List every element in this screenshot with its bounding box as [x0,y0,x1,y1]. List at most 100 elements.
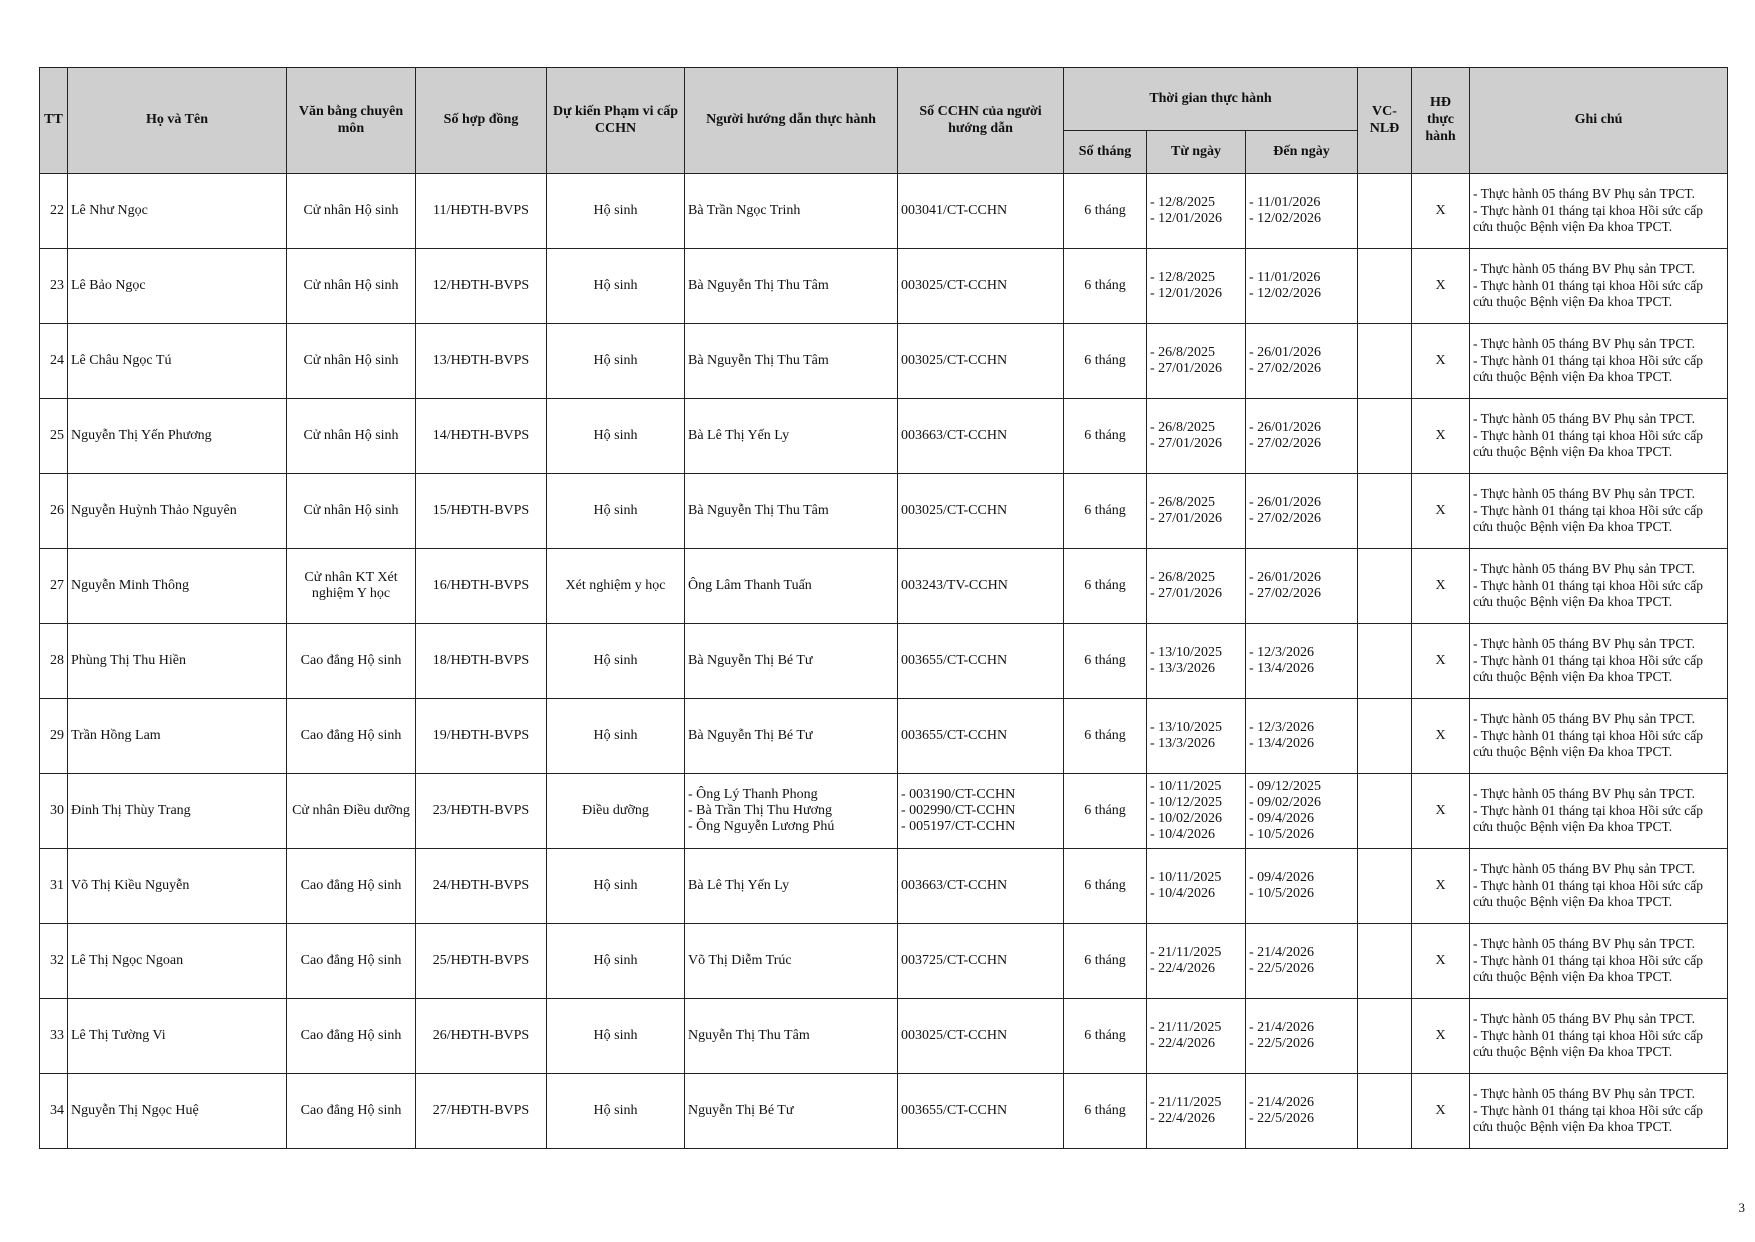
note-cell: - Thực hành 05 tháng BV Phụ sản TPCT. - T… [1469,998,1728,1074]
months-cell: 6 tháng [1063,173,1147,249]
table-row: 33 Lê Thị Tường Vi Cao đẳng Hộ sinh 26/HĐTH… [39,998,1728,1074]
cell-line: - 12/8/2025 [1150,195,1215,210]
from-cell: - 12/8/2025- 12/01/2026 [1146,173,1246,249]
hd-cell: X [1411,1073,1470,1149]
note-cell: - Thực hành 05 tháng BV Phụ sản TPCT. - T… [1469,173,1728,249]
empty-cell [1357,998,1412,1074]
hd-cell: X [1411,848,1470,924]
cell-line: - Ông Lý Thanh Phong [688,787,818,802]
header-cell: VC-NLĐ [1357,67,1412,174]
tt-cell: 28 [39,623,68,699]
to-cell: - 21/4/2026- 22/5/2026 [1245,1073,1358,1149]
cell-line: - Thực hành 05 tháng BV Phụ sản TPCT. [1473,710,1695,726]
cell-line: - Thực hành 05 tháng BV Phụ sản TPCT. [1473,1085,1695,1101]
table-row: 24 Lê Châu Ngọc Tú Cử nhân Hộ sinh 13/HĐTH-… [39,323,1728,399]
cell-line: - 13/4/2026 [1249,661,1314,676]
cell-line: - 26/01/2026 [1249,345,1321,360]
instructor-cell: Ông Lâm Thanh Tuấn [684,548,898,624]
cell-line: - Thực hành 05 tháng BV Phụ sản TPCT. [1473,1010,1695,1026]
degree-cell: Cao đẳng Hộ sinh [286,698,416,774]
tt-cell: 27 [39,548,68,624]
tt-cell: 32 [39,923,68,999]
name-cell: Nguyễn Thị Ngọc Huệ [67,1073,287,1149]
months-cell: 6 tháng [1063,923,1147,999]
instructor-cell: Bà Trần Ngọc Trinh [684,173,898,249]
cchn-cell: 003663/CT-CCHN [897,848,1064,924]
cell-line: - 27/02/2026 [1249,511,1321,526]
header-cell: Dự kiến Phạm vi cấp CCHN [546,67,685,174]
cell-line: 003655/CT-CCHN [901,653,1008,668]
from-cell: - 21/11/2025- 22/4/2026 [1146,1073,1246,1149]
cell-line: 003025/CT-CCHN [901,353,1008,368]
header-cell: Đến ngày [1245,130,1358,174]
table-row: 22 Lê Như Ngọc Cử nhân Hộ sinh 11/HĐTH-BVPS… [39,173,1728,249]
tt-cell: 24 [39,323,68,399]
cell-line: - Thực hành 01 tháng tại khoa Hồi sức cấ… [1473,502,1703,535]
header-cell: Số CCHN của người hướng dẫn [897,67,1064,174]
hd-cell: X [1411,548,1470,624]
header-cell: Người hướng dẫn thực hành [684,67,898,174]
empty-cell [1357,323,1412,399]
cell-line: - 10/4/2026 [1150,886,1215,901]
degree-cell: Cử nhân KT Xét nghiệm Y học [286,548,416,624]
cchn-cell: 003663/CT-CCHN [897,398,1064,474]
instructor-cell: Bà Nguyễn Thị Thu Tâm [684,323,898,399]
months-cell: 6 tháng [1063,248,1147,324]
contract-cell: 16/HĐTH-BVPS [415,548,547,624]
cell-line: - 13/4/2026 [1249,736,1314,751]
scope-cell: Điều dưỡng [546,773,685,849]
cell-line: - 22/5/2026 [1249,1036,1314,1051]
page-number: 3 [1738,1200,1746,1215]
tt-cell: 30 [39,773,68,849]
cell-line: Bà Nguyễn Thị Bé Tư [688,653,813,668]
table-row: 30 Đinh Thị Thùy Trang Cử nhân Điều dưỡng 2… [39,773,1728,849]
months-cell: 6 tháng [1063,1073,1147,1149]
contract-cell: 24/HĐTH-BVPS [415,848,547,924]
header-cell: Họ và Tên [67,67,287,174]
contract-cell: 11/HĐTH-BVPS [415,173,547,249]
hd-cell: X [1411,773,1470,849]
cell-line: - 09/12/2025 [1249,779,1321,794]
empty-cell [1357,698,1412,774]
cell-line: - Thực hành 01 tháng tại khoa Hồi sức cấ… [1473,952,1703,985]
from-cell: - 26/8/2025- 27/01/2026 [1146,548,1246,624]
cell-line: - Thực hành 05 tháng BV Phụ sản TPCT. [1473,935,1695,951]
cell-line: - 26/01/2026 [1249,495,1321,510]
hd-cell: X [1411,398,1470,474]
instructor-cell: Võ Thị Diễm Trúc [684,923,898,999]
cell-line: Nguyễn Thị Thu Tâm [688,1028,810,1043]
empty-cell [1357,923,1412,999]
months-cell: 6 tháng [1063,698,1147,774]
cell-line: - 10/5/2026 [1249,827,1314,842]
table-row: 32 Lê Thị Ngọc Ngoan Cao đẳng Hộ sinh 25/HĐ… [39,923,1728,999]
cell-line: - Thực hành 01 tháng tại khoa Hồi sức cấ… [1473,427,1703,460]
cell-line: - Thực hành 01 tháng tại khoa Hồi sức cấ… [1473,727,1703,760]
cell-line: - 10/5/2026 [1249,886,1314,901]
note-cell: - Thực hành 05 tháng BV Phụ sản TPCT. - T… [1469,623,1728,699]
to-cell: - 11/01/2026- 12/02/2026 [1245,173,1358,249]
tt-cell: 31 [39,848,68,924]
degree-cell: Cử nhân Hộ sinh [286,323,416,399]
table-row: 26 Nguyễn Huỳnh Thảo Nguyên Cử nhân Hộ sin… [39,473,1728,549]
table-row: 23 Lê Bảo Ngọc Cử nhân Hộ sinh 12/HĐTH-BVPS… [39,248,1728,324]
name-cell: Lê Thị Tường Vi [67,998,287,1074]
cell-line: 003725/CT-CCHN [901,953,1008,968]
scope-cell: Hộ sinh [546,473,685,549]
cell-line: 003663/CT-CCHN [901,428,1008,443]
months-cell: 6 tháng [1063,623,1147,699]
empty-cell [1357,773,1412,849]
cell-line: 003243/TV-CCHN [901,578,1008,593]
from-cell: - 21/11/2025- 22/4/2026 [1146,998,1246,1074]
table-row: 31 Võ Thị Kiều Nguyễn Cao đẳng Hộ sinh 24/H… [39,848,1728,924]
scope-cell: Hộ sinh [546,923,685,999]
name-cell: Nguyễn Thị Yến Phương [67,398,287,474]
cell-line: - Ông Nguyễn Lương Phú [688,819,835,834]
tt-cell: 29 [39,698,68,774]
header-cell: Thời gian thực hành [1063,67,1358,131]
cchn-cell: 003025/CT-CCHN [897,323,1064,399]
cell-line: 003041/CT-CCHN [901,203,1008,218]
empty-cell [1357,398,1412,474]
instructor-cell: Bà Nguyễn Thị Thu Tâm [684,248,898,324]
to-cell: - 12/3/2026- 13/4/2026 [1245,623,1358,699]
cell-line: - Thực hành 01 tháng tại khoa Hồi sức cấ… [1473,802,1703,835]
